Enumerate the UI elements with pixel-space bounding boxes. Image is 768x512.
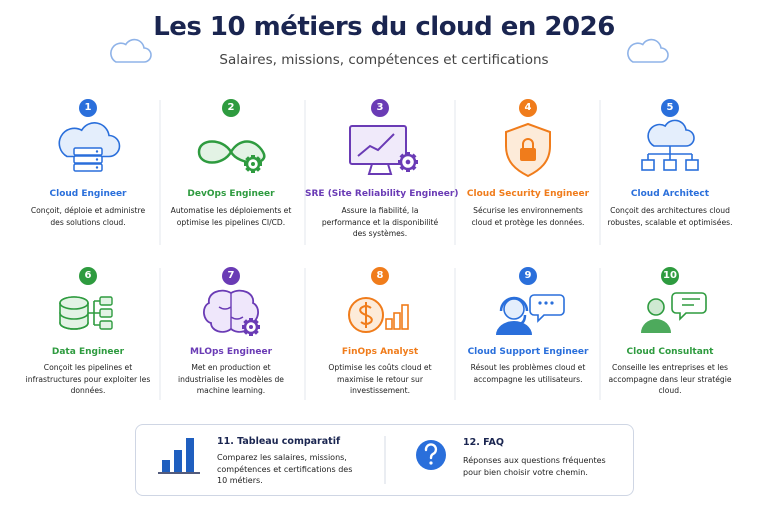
card-description: Met en production et industrialise les m… bbox=[178, 363, 284, 395]
bar-icon bbox=[385, 318, 393, 330]
footer-title: 11. Tableau comparatif bbox=[217, 436, 341, 447]
head bbox=[503, 298, 525, 320]
bar-icon bbox=[186, 438, 194, 472]
speech-bubble bbox=[529, 294, 565, 323]
card-title: Data Engineer bbox=[51, 347, 125, 357]
cloud-icon bbox=[627, 38, 669, 63]
card-title: FinOps Analyst bbox=[341, 347, 419, 357]
question-dot bbox=[429, 461, 433, 465]
card-description: Sécurise les environnements cloud et pro… bbox=[471, 206, 585, 227]
monitor bbox=[349, 125, 407, 165]
node bbox=[99, 296, 113, 306]
node bbox=[685, 159, 699, 171]
card-number: 7 bbox=[222, 267, 240, 285]
cloud-icon bbox=[647, 119, 695, 147]
tree bbox=[647, 146, 693, 160]
bar-icon bbox=[162, 460, 170, 472]
card-number: 9 bbox=[519, 267, 537, 285]
card-number: 3 bbox=[371, 99, 389, 117]
card-description: Optimise les coûts cloud et maximise le … bbox=[328, 363, 432, 395]
person-head bbox=[647, 298, 665, 316]
card-title: Cloud Architect bbox=[630, 189, 710, 199]
dot bbox=[538, 301, 542, 305]
server bbox=[73, 147, 103, 156]
led bbox=[95, 166, 99, 169]
card-number: 10 bbox=[661, 267, 679, 285]
card-description: Conseille les entreprises et les accompa… bbox=[608, 363, 732, 395]
card-title: Cloud Security Engineer bbox=[466, 189, 590, 199]
bar-icon bbox=[393, 312, 401, 330]
dot bbox=[544, 301, 548, 305]
dot bbox=[550, 301, 554, 305]
node bbox=[99, 308, 113, 318]
db-lines bbox=[59, 303, 89, 330]
card-description: Automatise les déploiements et optimise … bbox=[170, 206, 292, 227]
card-number: 5 bbox=[661, 99, 679, 117]
server bbox=[73, 155, 103, 164]
card-description: Conçoit, déploie et administre des solut… bbox=[30, 206, 146, 227]
gear-hub bbox=[249, 325, 253, 329]
bar-icon bbox=[401, 304, 409, 330]
speech-bubble bbox=[671, 292, 707, 321]
card-description: Conçoit les pipelines et infrastructures… bbox=[25, 363, 151, 395]
card-description: Résout les problèmes cloud et accompagne… bbox=[470, 363, 586, 384]
card-number: 1 bbox=[79, 99, 97, 117]
shackle bbox=[522, 138, 534, 148]
card-number: 8 bbox=[371, 267, 389, 285]
led bbox=[95, 158, 99, 161]
trend bbox=[357, 133, 395, 157]
question-mark bbox=[424, 443, 438, 460]
text-lines bbox=[682, 298, 700, 306]
node bbox=[663, 159, 677, 171]
card-title: DevOps Engineer bbox=[187, 189, 275, 199]
card-description: Assure la fiabilité, la performance et l… bbox=[321, 206, 439, 238]
led bbox=[95, 150, 99, 153]
dollar bbox=[359, 302, 373, 328]
gear-hub bbox=[251, 162, 255, 166]
footer-description: Comparez les salaires, missions, compéte… bbox=[217, 453, 353, 485]
footer-box bbox=[135, 424, 634, 496]
card-number: 4 bbox=[519, 99, 537, 117]
db-top bbox=[59, 296, 89, 310]
card-title: Cloud Engineer bbox=[49, 189, 127, 199]
server bbox=[73, 163, 103, 172]
card-title: Cloud Consultant bbox=[626, 347, 714, 357]
brain-fold bbox=[218, 293, 244, 329]
body bbox=[496, 321, 532, 335]
footer-title: 12. FAQ bbox=[463, 437, 504, 448]
title: Les 10 métiers du cloud en 2026 bbox=[153, 12, 615, 42]
stand bbox=[367, 163, 393, 175]
node bbox=[99, 320, 113, 330]
card-title: Cloud Support Engineer bbox=[467, 347, 589, 357]
card-title: SRE (Site Reliability Engineer) bbox=[305, 189, 459, 199]
node bbox=[641, 159, 655, 171]
person-body bbox=[641, 319, 671, 333]
footer-description: Réponses aux questions fréquentes pour b… bbox=[463, 456, 606, 477]
card-title: MLOps Engineer bbox=[189, 347, 273, 357]
card-description: Conçoit des architectures cloud robustes… bbox=[607, 206, 733, 227]
subtitle: Salaires, missions, compétences et certi… bbox=[219, 52, 549, 68]
lock bbox=[520, 148, 536, 161]
cloud-icon bbox=[110, 38, 152, 63]
card-number: 2 bbox=[222, 99, 240, 117]
bar-icon bbox=[174, 450, 182, 472]
card-number: 6 bbox=[79, 267, 97, 285]
links bbox=[88, 300, 100, 326]
gear-hub bbox=[405, 159, 411, 165]
